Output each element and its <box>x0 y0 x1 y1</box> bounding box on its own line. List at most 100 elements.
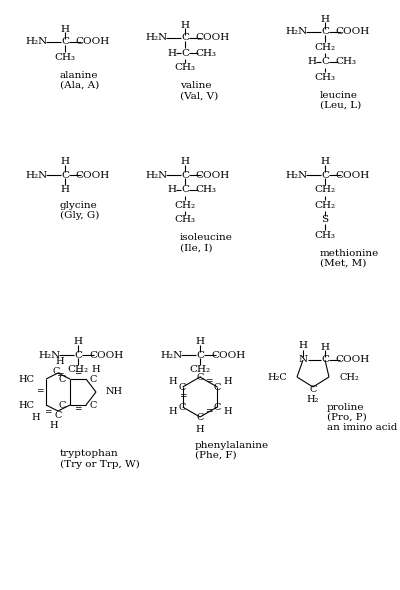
Text: CH₂: CH₂ <box>68 365 88 375</box>
Text: H: H <box>320 343 330 352</box>
Text: H: H <box>223 408 232 417</box>
Text: C: C <box>52 366 60 375</box>
Text: C: C <box>321 28 329 37</box>
Text: =: = <box>44 408 52 418</box>
Text: CH₃: CH₃ <box>54 53 76 61</box>
Text: CH₃: CH₃ <box>174 215 196 225</box>
Text: glycine: glycine <box>60 201 98 209</box>
Text: COOH: COOH <box>336 171 370 179</box>
Text: =: = <box>205 378 212 386</box>
Text: H: H <box>168 48 176 57</box>
Text: CH₃: CH₃ <box>336 57 356 67</box>
Text: CH₂: CH₂ <box>190 365 210 375</box>
Text: H: H <box>50 421 58 430</box>
Text: CH₃: CH₃ <box>314 73 336 81</box>
Text: CH₃: CH₃ <box>314 231 336 240</box>
Text: (Met, M): (Met, M) <box>320 258 366 267</box>
Text: H: H <box>180 158 190 166</box>
Text: CH₂: CH₂ <box>174 201 196 209</box>
Text: H: H <box>92 365 100 375</box>
Text: =: = <box>74 405 82 415</box>
Text: CH₂: CH₂ <box>314 185 336 195</box>
Text: H₂N: H₂N <box>26 171 48 179</box>
Text: C: C <box>196 412 204 421</box>
Text: H₂N: H₂N <box>146 171 168 179</box>
Text: C: C <box>181 48 189 57</box>
Text: (Phe, F): (Phe, F) <box>195 451 237 460</box>
Text: H₂N: H₂N <box>39 350 61 359</box>
Text: H: H <box>60 185 70 194</box>
Text: H: H <box>320 15 330 24</box>
Text: C: C <box>214 382 221 392</box>
Text: (Gly, G): (Gly, G) <box>60 211 99 219</box>
Text: proline: proline <box>327 402 364 411</box>
Text: HC: HC <box>18 375 34 384</box>
Text: H: H <box>56 358 64 366</box>
Text: C: C <box>181 34 189 42</box>
Text: =: = <box>205 408 212 417</box>
Text: CH₂: CH₂ <box>314 201 336 209</box>
Text: (Ile, I): (Ile, I) <box>180 244 212 253</box>
Text: H₂: H₂ <box>307 395 319 405</box>
Text: H₂C: H₂C <box>267 372 287 382</box>
Text: H: H <box>74 337 82 346</box>
Text: H: H <box>223 378 232 386</box>
Text: COOH: COOH <box>196 171 230 179</box>
Text: C: C <box>90 375 97 384</box>
Text: C: C <box>196 350 204 359</box>
Text: COOH: COOH <box>76 38 110 47</box>
Text: C: C <box>181 171 189 179</box>
Text: tryptophan: tryptophan <box>60 448 119 457</box>
Text: CH₃: CH₃ <box>174 64 196 73</box>
Text: COOH: COOH <box>76 171 110 179</box>
Text: C: C <box>179 402 186 411</box>
Text: COOH: COOH <box>211 350 245 359</box>
Text: C: C <box>321 57 329 67</box>
Text: C: C <box>90 401 97 409</box>
Text: NH: NH <box>106 388 123 396</box>
Text: =: = <box>179 392 186 402</box>
Text: H: H <box>180 21 190 30</box>
Text: C: C <box>214 402 221 411</box>
Text: S: S <box>322 215 328 225</box>
Text: C: C <box>181 185 189 195</box>
Text: N: N <box>298 356 308 365</box>
Text: H: H <box>60 158 70 166</box>
Text: H₂N: H₂N <box>286 28 308 37</box>
Text: C: C <box>59 401 66 409</box>
Text: C: C <box>179 382 186 392</box>
Text: alanine: alanine <box>60 70 98 80</box>
Text: CH₃: CH₃ <box>196 185 216 195</box>
Text: H: H <box>308 57 316 67</box>
Text: CH₂: CH₂ <box>314 42 336 51</box>
Text: =: = <box>56 372 64 381</box>
Text: C: C <box>61 171 69 179</box>
Text: =: = <box>36 388 44 396</box>
Text: (Ala, A): (Ala, A) <box>60 80 99 90</box>
Text: COOH: COOH <box>196 34 230 42</box>
Text: H₂N: H₂N <box>146 34 168 42</box>
Text: methionine: methionine <box>320 248 379 257</box>
Text: CH₃: CH₃ <box>196 48 216 57</box>
Text: =: = <box>74 369 82 379</box>
Text: C: C <box>321 356 329 365</box>
Text: C: C <box>309 385 317 394</box>
Text: H: H <box>196 424 204 434</box>
Text: H₂N: H₂N <box>26 38 48 47</box>
Text: C: C <box>61 38 69 47</box>
Text: COOH: COOH <box>336 28 370 37</box>
Text: C: C <box>59 375 66 384</box>
Text: COOH: COOH <box>89 350 123 359</box>
Text: (Leu, L): (Leu, L) <box>320 100 361 110</box>
Text: HC: HC <box>18 401 34 409</box>
Text: H₂N: H₂N <box>286 171 308 179</box>
Text: H: H <box>298 342 308 350</box>
Text: (Val, V): (Val, V) <box>180 91 218 100</box>
Text: CH₂: CH₂ <box>339 372 359 382</box>
Text: an imino acid: an imino acid <box>327 422 397 431</box>
Text: H₂N: H₂N <box>161 350 183 359</box>
Text: H: H <box>320 158 330 166</box>
Text: C: C <box>196 372 204 382</box>
Text: (Try or Trp, W): (Try or Trp, W) <box>60 460 140 468</box>
Text: COOH: COOH <box>336 356 370 365</box>
